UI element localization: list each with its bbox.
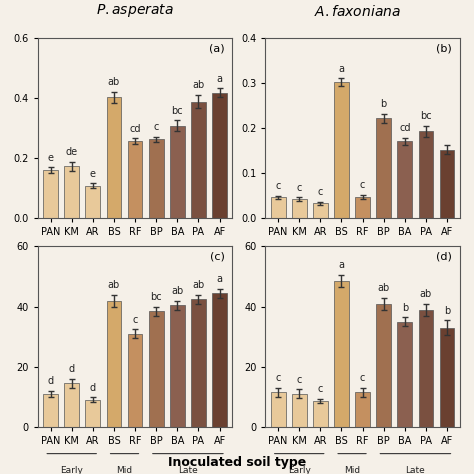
Bar: [85, 400, 100, 427]
Text: c: c: [297, 374, 302, 384]
Text: cd: cd: [399, 123, 410, 133]
Text: Inoculated soil type: Inoculated soil type: [168, 456, 306, 469]
Text: bc: bc: [420, 111, 432, 121]
Text: ab: ab: [378, 283, 390, 293]
Bar: [271, 392, 285, 427]
Text: c: c: [360, 180, 365, 190]
Text: Mid: Mid: [117, 466, 133, 474]
Bar: [398, 321, 412, 427]
Bar: [212, 92, 227, 218]
Bar: [440, 328, 455, 427]
Bar: [292, 199, 307, 218]
Text: bc: bc: [150, 292, 162, 302]
Bar: [128, 334, 143, 427]
Bar: [149, 139, 164, 218]
Bar: [107, 97, 121, 218]
Bar: [313, 401, 328, 427]
Bar: [376, 118, 391, 218]
Bar: [334, 281, 349, 427]
Bar: [64, 383, 79, 427]
Text: ab: ab: [192, 280, 205, 290]
Bar: [440, 150, 455, 218]
Text: (b): (b): [436, 43, 452, 53]
Bar: [271, 197, 285, 218]
Text: a: a: [338, 64, 345, 74]
Text: c: c: [132, 315, 138, 325]
Bar: [64, 166, 79, 218]
Bar: [419, 310, 433, 427]
Bar: [355, 197, 370, 218]
Bar: [313, 203, 328, 218]
Bar: [43, 170, 58, 218]
Text: bc: bc: [172, 106, 183, 116]
Bar: [419, 131, 433, 218]
Text: cd: cd: [129, 124, 141, 134]
Text: $\it{P. asperata}$: $\it{P. asperata}$: [96, 2, 174, 19]
Text: Late: Late: [178, 466, 198, 474]
Bar: [376, 303, 391, 427]
Text: c: c: [318, 187, 323, 197]
Text: c: c: [297, 183, 302, 193]
Bar: [43, 393, 58, 427]
Bar: [398, 141, 412, 218]
Text: Early: Early: [288, 466, 310, 474]
Bar: [85, 186, 100, 218]
Text: ab: ab: [192, 81, 205, 91]
Text: b: b: [381, 99, 387, 109]
Text: d: d: [90, 383, 96, 392]
Bar: [292, 393, 307, 427]
Text: d: d: [69, 364, 75, 374]
Text: c: c: [154, 122, 159, 132]
Bar: [170, 126, 185, 218]
Bar: [191, 101, 206, 218]
Bar: [212, 293, 227, 427]
Text: Mid: Mid: [344, 466, 360, 474]
Bar: [107, 301, 121, 427]
Bar: [128, 141, 143, 218]
Text: Early: Early: [60, 466, 83, 474]
Text: c: c: [275, 181, 281, 191]
Text: ab: ab: [420, 289, 432, 299]
Bar: [170, 305, 185, 427]
Text: ab: ab: [108, 77, 120, 87]
Text: e: e: [90, 169, 96, 179]
Bar: [149, 311, 164, 427]
Text: a: a: [217, 73, 223, 83]
Bar: [334, 82, 349, 218]
Text: a: a: [217, 274, 223, 284]
Text: c: c: [275, 373, 281, 383]
Text: Late: Late: [406, 466, 425, 474]
Text: c: c: [318, 384, 323, 394]
Text: c: c: [360, 373, 365, 383]
Text: ab: ab: [171, 286, 183, 296]
Text: (a): (a): [209, 43, 225, 53]
Text: b: b: [402, 302, 408, 312]
Text: de: de: [66, 147, 78, 157]
Bar: [191, 299, 206, 427]
Text: e: e: [47, 153, 54, 163]
Text: b: b: [444, 306, 450, 316]
Text: d: d: [47, 376, 54, 386]
Text: a: a: [338, 261, 345, 271]
Text: ab: ab: [108, 280, 120, 290]
Text: $\it{A. faxoniana}$: $\it{A. faxoniana}$: [314, 4, 401, 19]
Text: (c): (c): [210, 252, 225, 262]
Text: (d): (d): [436, 252, 452, 262]
Bar: [355, 392, 370, 427]
